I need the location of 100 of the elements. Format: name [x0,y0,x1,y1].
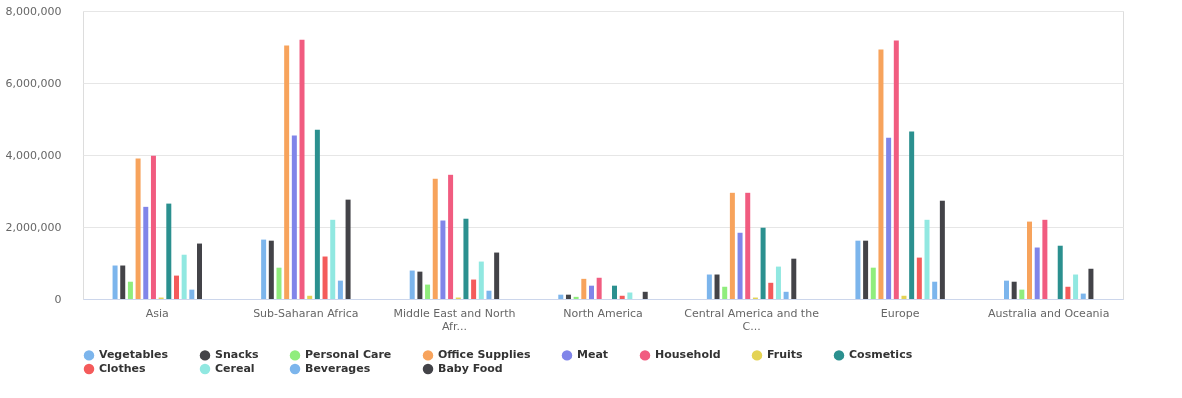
x-tick-label: Asia [145,306,169,320]
bar [268,240,274,299]
bar [775,266,781,299]
legend-label: Baby Food [438,362,503,375]
bar [173,275,179,299]
bar [166,203,172,299]
bar [1073,274,1079,299]
legend-label: Snacks [215,348,260,362]
bar [863,240,869,299]
bar [619,295,625,299]
bar [299,39,305,299]
bar [924,219,930,299]
bar [1065,286,1071,299]
bar [120,265,126,299]
bar [729,192,735,299]
bar [893,40,899,299]
y-tick-label: 0 [54,292,62,306]
bar [197,243,202,299]
bar [909,131,915,299]
bar [1011,281,1017,299]
bar [440,220,446,299]
bar [596,277,602,299]
bar [901,295,907,299]
bar [284,45,290,299]
bar [432,178,438,299]
bar [291,135,297,299]
bar [1080,293,1086,299]
bar [722,286,728,299]
bar [261,239,267,299]
bar [181,254,187,299]
bar [768,282,774,299]
legend-label: Office Supplies [438,348,531,362]
bar [425,284,431,299]
bar [565,294,571,299]
bar [878,49,884,299]
x-tick-label: Sub-Saharan Africa [253,306,359,320]
y-tick-label: 8,000,000 [5,4,62,18]
bar [345,199,351,299]
bar [745,192,751,299]
bar [1019,289,1025,299]
bar [783,291,789,299]
bar [760,227,766,299]
bar [448,174,454,299]
y-tick-label: 6,000,000 [5,76,62,90]
bar [314,129,320,299]
bar [581,278,587,299]
legend-label: Personal Care [305,348,392,362]
bar [870,267,876,299]
bar [939,200,945,299]
bar [150,155,156,299]
bar [417,271,423,299]
bar [337,280,343,299]
legend-label: Clothes [99,362,146,375]
bar [1034,247,1040,299]
bar [627,292,633,299]
bar [612,285,618,299]
bar [706,274,712,299]
x-tick-label: Europe [880,306,920,320]
bar [737,232,743,299]
legend-label: Vegetables [99,348,169,362]
x-tick-label: Middle East and North Afr... [393,306,516,333]
bar [486,290,492,299]
legend-label: Fruits [767,348,804,362]
bar [330,219,336,299]
y-tick-label: 2,000,000 [5,220,62,234]
bar [322,256,328,299]
bar [1088,268,1094,299]
legend-label: Beverages [305,362,371,375]
bar [932,281,938,299]
legend-label: Cereal [215,362,255,375]
bar [1042,219,1048,299]
bar [471,279,477,299]
bar [135,158,141,299]
bar [916,257,922,299]
x-tick-label: North America [563,306,643,320]
legend-label: Meat [577,348,609,362]
bar [855,240,861,299]
bar [558,294,564,299]
bar [1027,221,1033,299]
x-tick-label: Australia and Oceania [988,306,1110,320]
bar [478,261,484,299]
bar [127,281,133,299]
bar [276,267,282,299]
bar [588,285,594,299]
bar [463,218,469,299]
bar [494,252,500,299]
bar [409,270,415,299]
bar [143,206,149,299]
legend-label: Household [655,348,721,362]
bar [791,258,797,299]
bar [714,274,720,299]
bar [307,295,313,299]
y-tick-label: 4,000,000 [5,148,62,162]
legend-label: Cosmetics [849,348,913,362]
bar [189,289,195,299]
bar [1004,280,1009,299]
bar [1057,245,1063,299]
bar [642,291,648,299]
bar [573,296,579,299]
x-tick-label: Central America and the C... [684,306,820,333]
